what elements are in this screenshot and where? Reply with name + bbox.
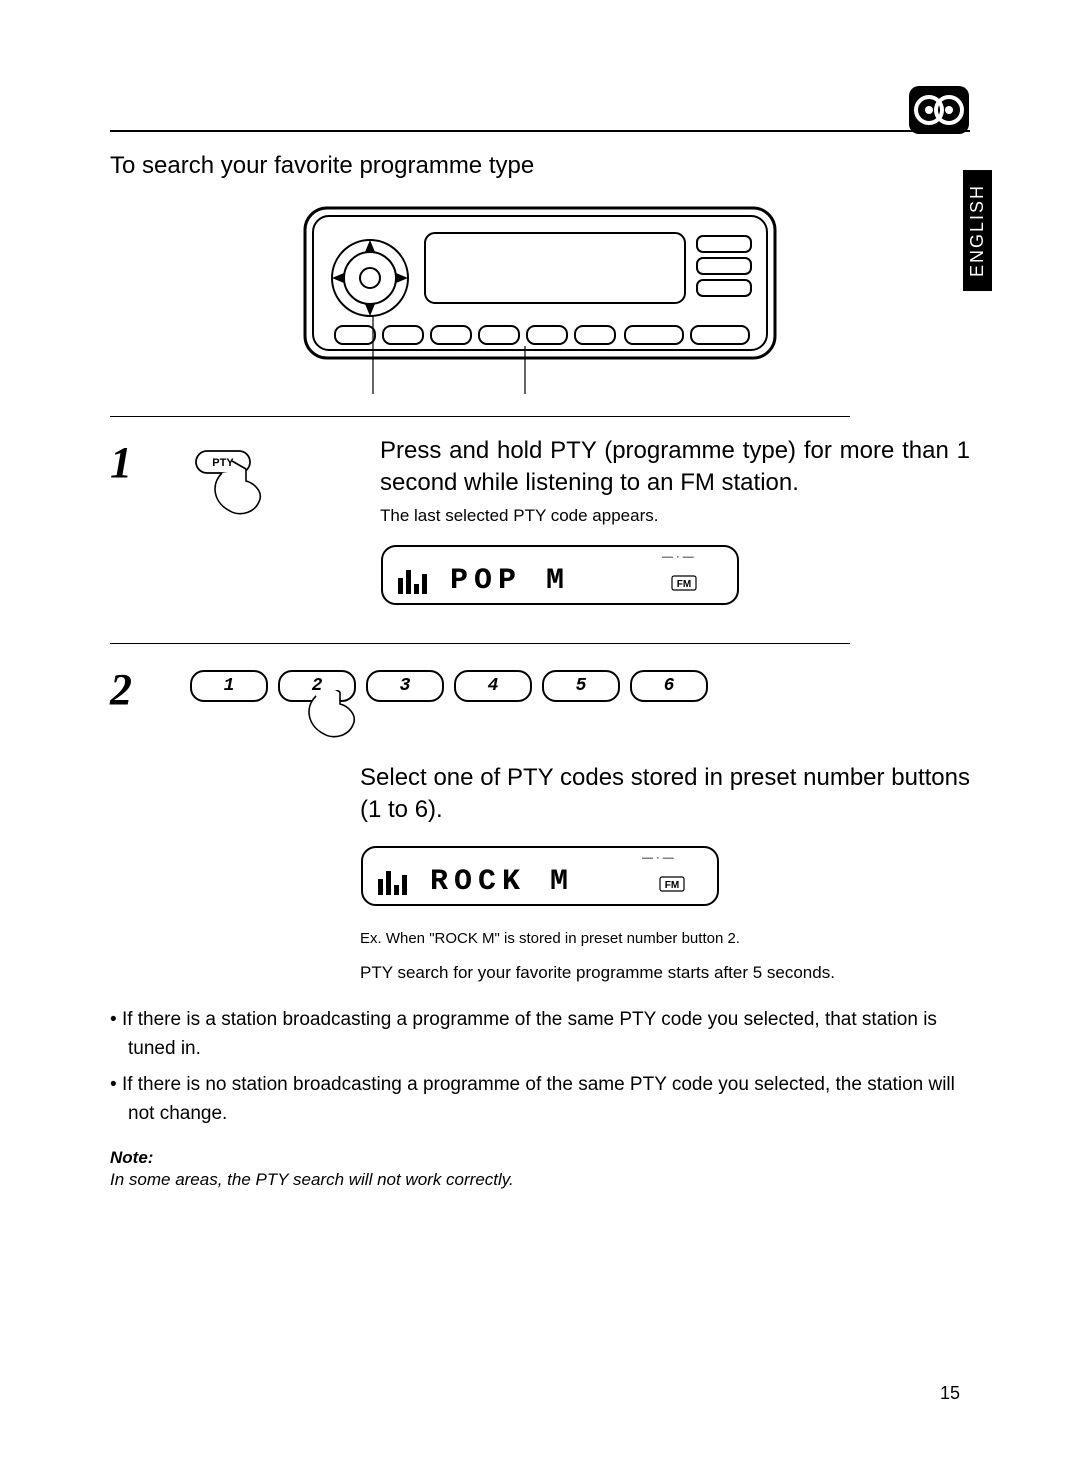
rule-1	[110, 416, 850, 417]
finger-press-icon	[290, 690, 360, 760]
step-2: 2 1 2 3 4 5 6 Select one of PTY codes s	[110, 662, 970, 1003]
bullet-1-text: If there is a station broadcasting a pro…	[122, 1009, 937, 1059]
preset-button-3: 3	[366, 670, 444, 702]
note-body: In some areas, the PTY search will not w…	[110, 1170, 970, 1190]
language-tab: ENGLISH	[963, 170, 992, 291]
brand-logo	[908, 85, 970, 140]
bullet-2-text: If there is no station broadcasting a pr…	[122, 1074, 955, 1124]
svg-text:— · —: — · —	[642, 852, 674, 864]
lcd-2-caption: Ex. When "ROCK M" is stored in preset nu…	[360, 930, 970, 947]
lcd-1-text: POP M	[450, 564, 570, 598]
section-title: To search your favorite programme type	[110, 152, 970, 180]
preset-button-6: 6	[630, 670, 708, 702]
step-number-2: 2	[110, 662, 170, 712]
rule-top	[110, 130, 970, 132]
lcd-2-text: ROCK M	[430, 865, 574, 899]
step-number: 1	[110, 435, 170, 485]
radio-unit-illustration	[295, 198, 785, 398]
preset-button-1: 1	[190, 670, 268, 702]
step-2-after: PTY search for your favorite programme s…	[360, 961, 970, 985]
step-1-subtext: The last selected PTY code appears.	[380, 506, 970, 526]
rule-2	[110, 643, 850, 644]
lcd-display-1: POP M — · — FM	[380, 544, 740, 606]
step-1: 1 PTY Press and hold PTY (programme type…	[110, 435, 970, 621]
lcd-1-badge: FM	[677, 579, 691, 590]
svg-text:— · —: — · —	[662, 551, 694, 563]
lcd-display-2: ROCK M — · — FM	[360, 845, 720, 907]
lcd-2-badge: FM	[665, 880, 679, 891]
preset-button-5: 5	[542, 670, 620, 702]
step-1-icon: PTY	[190, 435, 360, 542]
step-2-text: Select one of PTY codes stored in preset…	[360, 762, 970, 827]
bullet-1: • If there is a station broadcasting a p…	[110, 1006, 970, 1063]
step-1-text: Press and hold PTY (programme type) for …	[380, 435, 970, 500]
bullet-2: • If there is no station broadcasting a …	[110, 1071, 970, 1128]
page-number: 15	[940, 1383, 960, 1404]
result-bullets: • If there is a station broadcasting a p…	[110, 1006, 970, 1128]
note-label: Note:	[110, 1148, 970, 1168]
preset-button-4: 4	[454, 670, 532, 702]
manual-page: To search your favorite programme type E…	[0, 0, 1080, 1464]
pty-button-label: PTY	[212, 457, 234, 469]
